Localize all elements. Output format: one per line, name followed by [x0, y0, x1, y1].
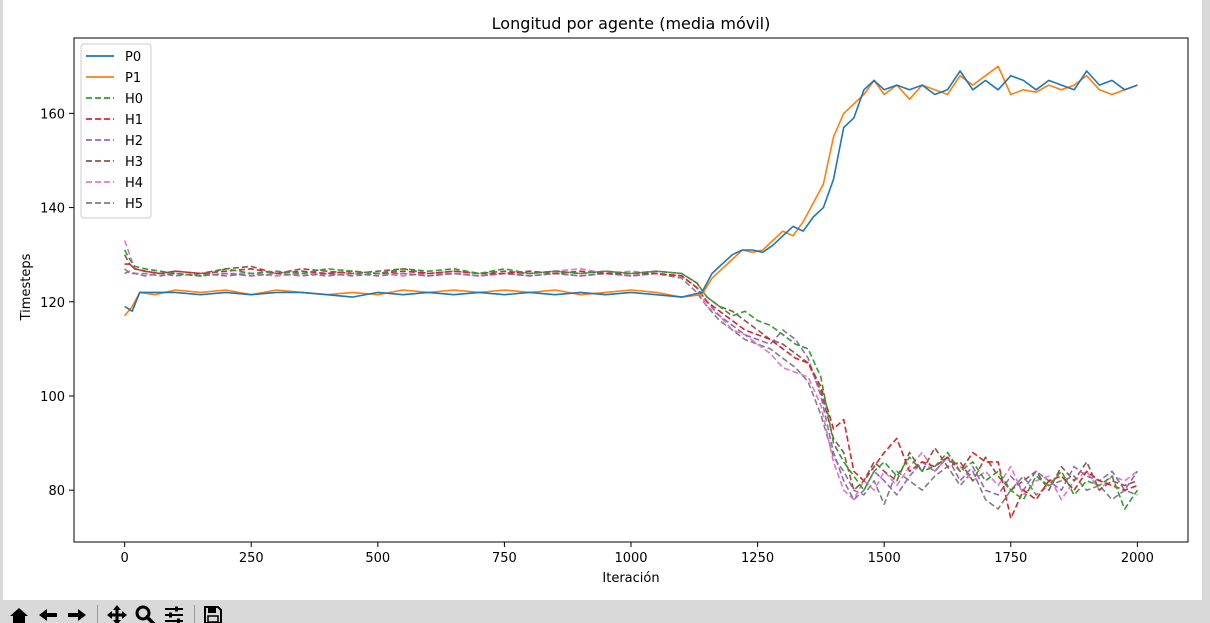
x-tick-label: 750 [492, 551, 517, 566]
series-line-h2 [124, 270, 1139, 501]
window-right-edge [1202, 0, 1210, 600]
home-icon[interactable] [8, 604, 30, 623]
legend-label-h0: H0 [125, 92, 143, 107]
legend-label-h2: H2 [125, 134, 143, 149]
window-left-edge [0, 0, 3, 600]
x-tick-label: 1250 [741, 551, 774, 566]
plot-area: 0 250 500 750 1000 1250 1500 1750 2000 80 100 120 14… [40, 37, 1189, 566]
y-tick-label: 120 [40, 296, 65, 311]
toolbar-separator [97, 605, 98, 623]
figure-canvas: Longitud por agente (media móvil) 0 250 50… [19, 14, 1189, 586]
series-line-h1 [124, 263, 1138, 520]
series-line-h0 [123, 249, 1139, 510]
toolbar-separator [194, 605, 195, 623]
x-axis-label: Iteración [602, 571, 659, 586]
legend-label-p0: P0 [125, 50, 141, 65]
chart-title: Longitud por agente (media móvil) [492, 14, 771, 33]
series-line-h5 [124, 268, 1138, 510]
x-tick-label: 2000 [1121, 551, 1154, 566]
series-line-p0 [124, 70, 1138, 313]
series-line-h4 [123, 240, 1138, 501]
navigation-toolbar [0, 600, 1210, 623]
y-tick-label: 100 [40, 390, 65, 405]
series-line-h3 [123, 254, 1138, 492]
x-tick-label: 1000 [614, 551, 647, 566]
x-tick-label: 250 [239, 551, 264, 566]
legend-label-p1: P1 [125, 71, 141, 86]
series-line-p1 [123, 65, 1138, 317]
forward-arrow-icon[interactable] [66, 604, 88, 623]
x-tick-label: 0 [120, 551, 128, 566]
y-axis-label: Timesteps [19, 253, 34, 321]
pan-move-icon[interactable] [106, 604, 128, 623]
save-floppy-icon[interactable] [202, 604, 224, 623]
legend-label-h4: H4 [125, 176, 143, 191]
y-tick-label: 140 [40, 202, 65, 217]
back-arrow-icon[interactable] [37, 604, 59, 623]
legend-box [80, 43, 152, 219]
x-tick-label: 1500 [868, 551, 901, 566]
x-tick-label: 1750 [994, 551, 1027, 566]
y-tick-label: 80 [48, 484, 65, 499]
y-tick-label: 160 [40, 107, 65, 122]
legend-label-h3: H3 [125, 155, 143, 170]
legend-label-h5: H5 [125, 197, 143, 212]
x-tick-label: 500 [365, 551, 390, 566]
legend-label-h1: H1 [125, 113, 143, 128]
subplots-config-icon[interactable] [163, 604, 185, 623]
zoom-magnifier-icon[interactable] [134, 604, 156, 623]
